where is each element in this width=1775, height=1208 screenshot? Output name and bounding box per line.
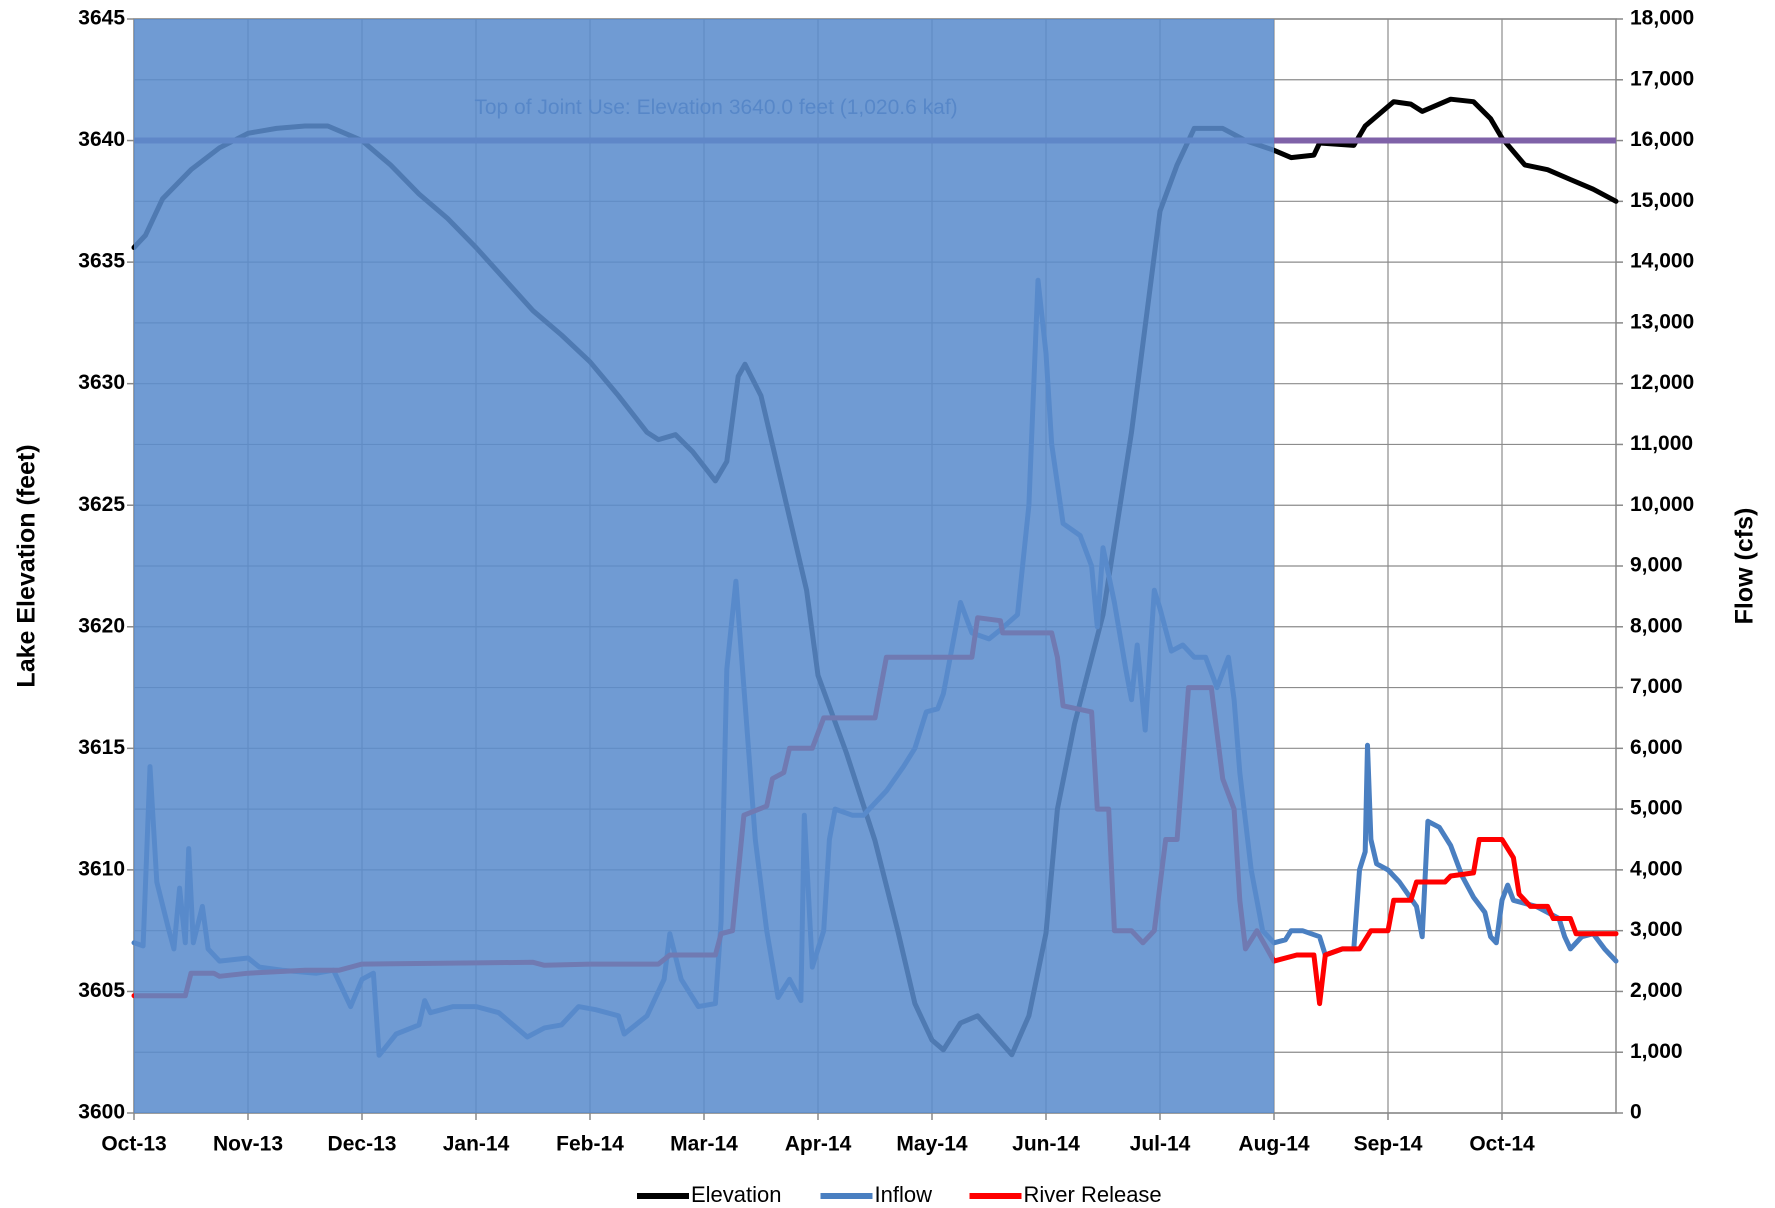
legend-label: Elevation — [691, 1182, 782, 1207]
x-tick-label: Sep-14 — [1354, 1133, 1423, 1156]
y-tick-label: 3615 — [78, 736, 125, 759]
y-tick-label: 3640 — [78, 128, 125, 151]
x-tick-label: Feb-14 — [556, 1133, 624, 1156]
y-axis-title: Lake Elevation (feet) — [13, 444, 41, 687]
x-tick-label: Jun-14 — [1012, 1133, 1080, 1156]
x-tick-label: Oct-14 — [1469, 1133, 1535, 1156]
y-tick-label: 3610 — [78, 857, 125, 880]
x-tick-label: Aug-14 — [1238, 1133, 1309, 1156]
y-tick-label: 3605 — [78, 979, 125, 1002]
y2-tick-label: 18,000 — [1630, 7, 1694, 30]
x-tick-label: Mar-14 — [670, 1133, 738, 1156]
y2-tick-label: 7,000 — [1630, 675, 1683, 698]
y2-tick-label: 15,000 — [1630, 189, 1694, 212]
legend-label: River Release — [1024, 1182, 1162, 1207]
y2-tick-label: 17,000 — [1630, 67, 1694, 90]
y2-tick-label: 13,000 — [1630, 310, 1694, 333]
y-tick-label: 3630 — [78, 371, 125, 394]
y2-tick-label: 9,000 — [1630, 554, 1683, 577]
y2-tick-label: 1,000 — [1630, 1040, 1683, 1063]
y2-axis-title: Flow (cfs) — [1731, 508, 1759, 625]
legend-label: Inflow — [875, 1182, 933, 1207]
y-tick-label: 3635 — [78, 250, 125, 273]
y-tick-label: 3645 — [78, 7, 125, 30]
x-tick-label: Jul-14 — [1130, 1133, 1191, 1156]
y2-tick-label: 5,000 — [1630, 797, 1683, 820]
y2-tick-label: 14,000 — [1630, 250, 1694, 273]
x-tick-label: Dec-13 — [328, 1133, 397, 1156]
shaded-period — [134, 19, 1274, 1113]
y2-tick-label: 8,000 — [1630, 614, 1683, 637]
y2-tick-label: 16,000 — [1630, 128, 1694, 151]
x-tick-label: Apr-14 — [785, 1133, 852, 1156]
x-tick-label: Nov-13 — [213, 1133, 283, 1156]
y-tick-label: 3600 — [78, 1101, 125, 1124]
y2-tick-label: 10,000 — [1630, 493, 1694, 516]
y2-tick-label: 12,000 — [1630, 371, 1694, 394]
x-tick-label: May-14 — [896, 1133, 968, 1156]
y2-tick-label: 6,000 — [1630, 736, 1683, 759]
y2-tick-label: 0 — [1630, 1101, 1642, 1124]
x-tick-label: Jan-14 — [443, 1133, 510, 1156]
y2-tick-label: 2,000 — [1630, 979, 1683, 1002]
y2-tick-label: 3,000 — [1630, 918, 1683, 941]
y-tick-label: 3625 — [78, 493, 125, 516]
x-tick-label: Oct-13 — [101, 1133, 166, 1156]
y-tick-label: 3620 — [78, 614, 125, 637]
y2-tick-label: 11,000 — [1630, 432, 1693, 455]
y2-tick-label: 4,000 — [1630, 857, 1683, 880]
